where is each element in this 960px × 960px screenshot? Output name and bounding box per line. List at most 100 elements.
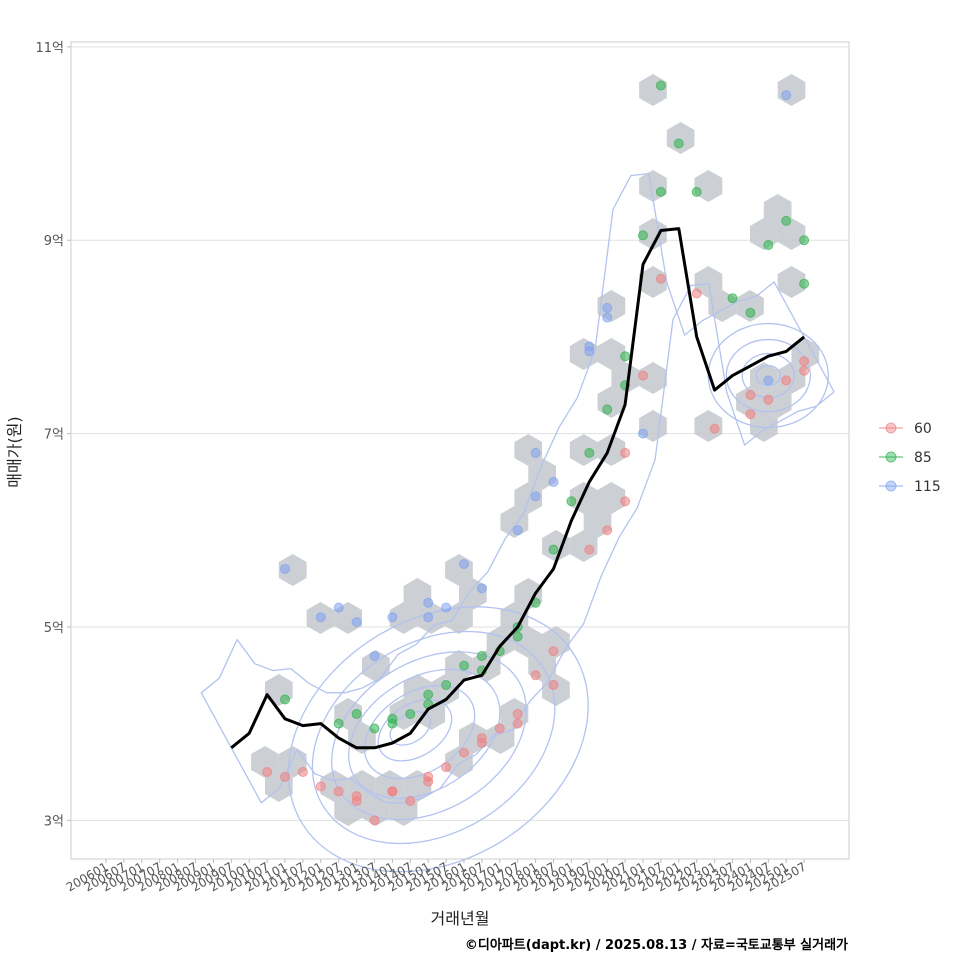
point-60 [584,544,595,555]
point-85 [566,496,577,507]
point-60 [620,447,631,458]
legend-label: 85 [914,450,932,466]
point-85 [673,138,684,149]
legend-marker [885,451,897,463]
point-60 [333,786,344,797]
point-85 [476,650,487,661]
point-115 [602,302,613,313]
point-115 [781,90,792,101]
hex-bin [514,434,543,466]
point-60 [297,766,308,777]
point-60 [423,776,434,787]
hex-bin [486,722,515,754]
contour-ring [377,699,453,762]
y-tick-label: 11억 [35,41,64,56]
point-115 [387,612,398,623]
point-60 [548,679,559,690]
hex-bin [431,674,459,706]
legend-label: 60 [914,421,932,437]
point-115 [584,346,595,357]
point-60 [351,795,362,806]
point-115 [512,525,523,536]
point-115 [351,617,362,628]
trend-line-layer [230,227,806,750]
point-115 [602,312,613,323]
point-115 [530,447,541,458]
legend-label: 115 [914,479,941,495]
point-60 [369,815,380,826]
y-axis: 3억 5억 7억 9억 11억 [35,41,71,829]
point-115 [476,583,487,594]
point-115 [315,612,326,623]
point-115 [763,375,774,386]
point-115 [638,428,648,439]
point-85 [781,215,792,226]
point-60 [745,389,756,400]
point-60 [315,781,326,792]
hex-bin [736,290,764,322]
point-85 [620,351,631,362]
contour-ring [363,684,476,780]
point-60 [799,356,810,367]
point-85 [333,718,344,729]
hex-bin [597,482,626,514]
point-115 [441,602,452,613]
point-60 [262,766,273,777]
hex-bin [278,554,307,586]
contour-ring [389,711,432,746]
hex-bin [597,338,626,370]
y-tick-label: 9억 [44,234,64,249]
point-60 [799,365,810,376]
hex-bin [791,338,820,370]
hex-bin [445,650,473,682]
point-85 [280,694,290,705]
hex-bin [569,434,598,466]
y-tick-label: 5억 [44,621,64,636]
point-85 [799,278,810,289]
hex-bin [750,410,778,442]
hex-bin [251,746,279,778]
point-60 [602,525,613,536]
legend: 60 85 115 [879,421,941,495]
contour-ring [755,364,781,387]
contour-ring [311,630,556,845]
point-60 [781,375,792,386]
hex-bin [694,266,723,298]
x-axis-title: 거래년월 [431,909,490,928]
point-115 [423,597,434,608]
point-60 [548,646,559,657]
point-60 [709,423,720,434]
contour-ring [725,338,811,413]
point-60 [441,762,452,773]
hex-bin [666,122,695,154]
point-85 [745,307,756,318]
point-60 [620,496,631,507]
point-60 [387,786,398,797]
point-85 [691,186,702,197]
point-85 [799,235,810,246]
trend-line [230,227,806,750]
scatter-points [262,80,810,826]
hex-bin [542,674,570,706]
point-60 [530,670,541,681]
point-85 [441,679,452,690]
point-85 [351,708,362,719]
point-60 [459,747,469,758]
point-60 [476,733,487,744]
hex-bin [777,266,806,298]
y-axis-title: 매매가(원) [5,416,24,487]
point-60 [638,370,648,381]
hex-bin [763,386,792,418]
source-caption: ©디아파트(dapt.kr) / 2025.08.13 / 자료=국토교통부 실… [464,938,848,953]
point-60 [691,288,702,299]
point-85 [369,723,380,734]
hex-bin [403,674,432,706]
point-85 [512,631,523,642]
point-85 [638,230,648,241]
legend-marker [885,422,897,434]
hex-bin [639,362,667,394]
point-60 [280,771,290,782]
point-60 [763,394,774,405]
hex-bin [611,362,640,394]
